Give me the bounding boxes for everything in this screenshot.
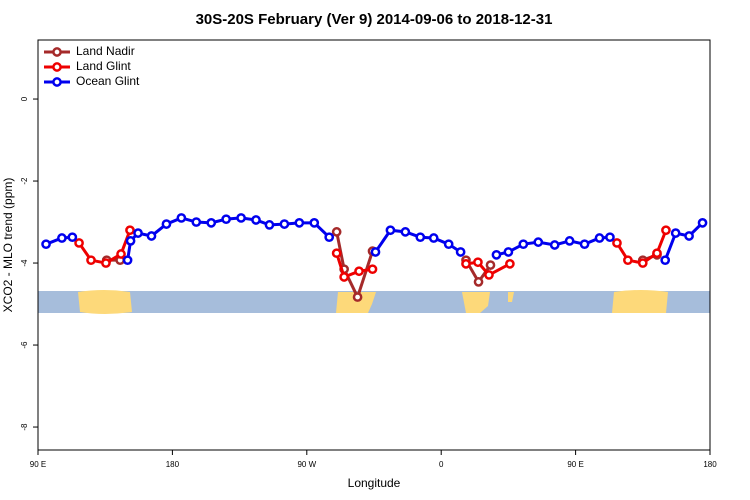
- data-point: [176, 213, 187, 223]
- y-tick-label: -6: [20, 341, 29, 349]
- data-point: [331, 248, 342, 259]
- data-point: [161, 219, 172, 229]
- data-point: [101, 258, 111, 268]
- data-point: [533, 237, 544, 247]
- data-point: [505, 259, 515, 269]
- data-point: [455, 247, 466, 257]
- data-point: [473, 277, 484, 287]
- data-point: [125, 236, 136, 246]
- data-point: [125, 225, 135, 236]
- data-point: [221, 214, 232, 225]
- data-point: [309, 218, 320, 228]
- plot-frame: [37, 39, 711, 451]
- data-point: [637, 258, 648, 268]
- data-point: [339, 272, 349, 282]
- data-point: [74, 238, 84, 248]
- x-tick-label: 90 E: [567, 460, 583, 469]
- data-point: [122, 255, 133, 266]
- data-point: [331, 227, 342, 237]
- map-strip: [38, 290, 710, 314]
- data-point: [146, 231, 157, 241]
- data-point: [57, 233, 67, 243]
- x-axis-label: Longitude: [348, 476, 401, 490]
- data-point: [264, 220, 275, 230]
- data-point: [41, 239, 51, 250]
- data-point: [518, 239, 529, 250]
- data-point: [660, 255, 671, 266]
- legend-marker: [52, 77, 62, 87]
- data-point: [684, 231, 694, 241]
- data-point: [670, 228, 681, 238]
- data-point: [491, 249, 502, 260]
- data-point: [564, 236, 575, 246]
- data-point: [67, 232, 78, 243]
- data-point: [385, 225, 396, 236]
- legend-marker: [52, 62, 62, 72]
- data-point: [116, 249, 126, 259]
- x-tick-label: 90 E: [30, 460, 46, 469]
- data-point: [579, 239, 590, 250]
- legend-label: Ocean Glint: [76, 74, 140, 88]
- data-point: [461, 259, 471, 269]
- x-tick-label: 90 W: [297, 460, 316, 469]
- data-point: [484, 270, 494, 280]
- data-point: [236, 213, 246, 223]
- data-point: [324, 232, 335, 243]
- y-axis-label: XCO2 - MLO trend (ppm): [1, 178, 15, 313]
- y-tick-label: -8: [20, 423, 29, 431]
- data-point: [415, 232, 426, 243]
- data-point: [352, 292, 363, 302]
- data-point: [294, 218, 305, 228]
- data-point: [133, 228, 143, 238]
- data-point: [623, 255, 633, 266]
- data-point: [661, 225, 671, 236]
- data-point: [443, 239, 454, 250]
- data-point: [503, 247, 514, 257]
- data-point: [206, 218, 217, 228]
- data-point: [594, 233, 605, 243]
- data-point: [428, 233, 439, 243]
- data-point: [191, 217, 202, 227]
- legend-label: Land Glint: [76, 59, 131, 73]
- data-point: [605, 232, 615, 243]
- data-point: [485, 260, 496, 270]
- x-tick-label: 180: [703, 460, 717, 469]
- x-tick-label: 180: [166, 460, 180, 469]
- data-point: [652, 248, 662, 259]
- y-tick-label: 0: [20, 96, 29, 101]
- y-tick-label: -4: [20, 259, 29, 267]
- data-point: [354, 266, 364, 277]
- data-point: [473, 257, 483, 268]
- chart-title: 30S-20S February (Ver 9) 2014-09-06 to 2…: [196, 11, 553, 28]
- legend-label: Land Nadir: [76, 44, 135, 58]
- data-point: [697, 218, 708, 228]
- x-tick-label: 0: [439, 460, 444, 469]
- data-point: [367, 264, 378, 275]
- data-point: [400, 227, 411, 237]
- y-tick-label: -2: [20, 177, 29, 185]
- data-point: [279, 219, 290, 229]
- data-point: [86, 255, 96, 266]
- data-point: [251, 215, 261, 225]
- legend-marker: [52, 47, 62, 57]
- data-point: [549, 240, 560, 250]
- data-point: [370, 247, 381, 257]
- data-point: [612, 238, 622, 248]
